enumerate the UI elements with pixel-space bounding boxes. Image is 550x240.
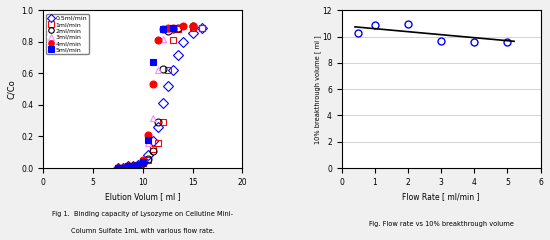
Y-axis label: C/Co: C/Co xyxy=(7,79,16,99)
Text: Column Sulfate 1mL with various flow rate.: Column Sulfate 1mL with various flow rat… xyxy=(71,228,214,234)
Legend: 0.5ml/min, 1ml/min, 2ml/min, 3ml/min, 4ml/min, 5ml/min: 0.5ml/min, 1ml/min, 2ml/min, 3ml/min, 4m… xyxy=(46,14,89,54)
X-axis label: Elution Volum [ ml ]: Elution Volum [ ml ] xyxy=(105,192,180,201)
Text: Fig 1.  Binding capacity of Lysozyme on Cellutine Mini-: Fig 1. Binding capacity of Lysozyme on C… xyxy=(52,211,233,217)
Y-axis label: 10% breakthrough volume [ ml ]: 10% breakthrough volume [ ml ] xyxy=(314,35,321,144)
Text: Fig. Flow rate vs 10% breakthrough volume: Fig. Flow rate vs 10% breakthrough volum… xyxy=(368,221,514,227)
X-axis label: Flow Rate [ ml/min ]: Flow Rate [ ml/min ] xyxy=(403,192,480,201)
